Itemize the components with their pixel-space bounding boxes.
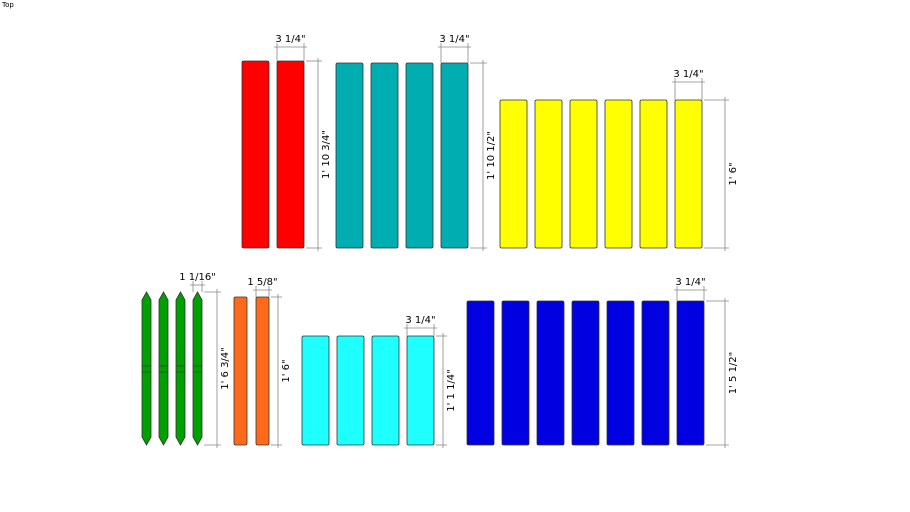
board (569, 99, 598, 249)
width-label: 3 1/4" (439, 34, 469, 45)
board (501, 300, 530, 446)
board (241, 60, 270, 249)
board (255, 296, 270, 446)
height-label: 1' 10 1/2" (486, 131, 497, 180)
board (370, 62, 399, 249)
board (175, 291, 186, 446)
board (604, 99, 633, 249)
width-label: 3 1/4" (405, 315, 435, 326)
board (499, 99, 528, 249)
board (158, 291, 169, 446)
board (676, 300, 705, 446)
board (141, 291, 152, 446)
height-label: 1' 1 1/4" (446, 369, 457, 412)
board (192, 291, 203, 446)
board (405, 62, 434, 249)
board (406, 335, 435, 446)
board (571, 300, 600, 446)
board (233, 296, 248, 446)
width-label: 1 1/16" (179, 272, 216, 283)
board (606, 300, 635, 446)
board (466, 300, 495, 446)
board (639, 99, 668, 249)
height-label: 1' 6" (728, 162, 739, 185)
view-label: Top (1, 1, 14, 9)
width-label: 3 1/4" (275, 34, 305, 45)
board (336, 335, 365, 446)
board (440, 62, 469, 249)
board (534, 99, 563, 249)
height-label: 1' 6" (281, 359, 292, 382)
width-label: 3 1/4" (673, 69, 703, 80)
width-label: 3 1/4" (675, 277, 705, 288)
board (674, 99, 703, 249)
height-label: 1' 10 3/4" (321, 130, 332, 179)
board (641, 300, 670, 446)
board (371, 335, 400, 446)
height-label: 1' 6 3/4" (220, 347, 231, 390)
board (335, 62, 364, 249)
height-label: 1' 5 1/2" (728, 352, 739, 395)
board (536, 300, 565, 446)
board (301, 335, 330, 446)
width-label: 1 5/8" (247, 277, 277, 288)
board (276, 60, 305, 249)
